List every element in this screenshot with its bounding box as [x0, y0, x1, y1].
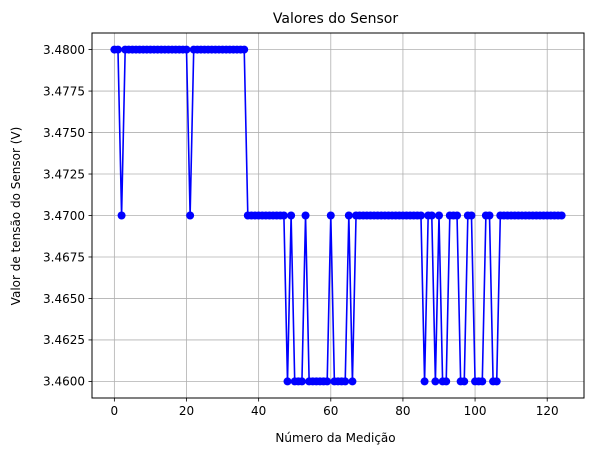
data-point: [420, 377, 429, 386]
data-series: [110, 45, 566, 386]
x-axis-label: Número da Medição: [275, 431, 395, 445]
x-tick-label: 80: [395, 404, 410, 418]
data-point: [283, 377, 292, 386]
data-point: [113, 45, 122, 54]
y-tick-label: 3.4800: [43, 43, 85, 57]
data-point: [182, 45, 191, 54]
data-point: [287, 211, 296, 220]
y-tick-label: 3.4625: [43, 333, 85, 347]
data-point: [323, 377, 332, 386]
data-point: [431, 377, 440, 386]
data-point: [344, 211, 353, 220]
y-tick-label: 3.4725: [43, 167, 85, 181]
data-point: [453, 211, 462, 220]
data-point: [485, 211, 494, 220]
data-point: [117, 211, 126, 220]
y-tick-label: 3.4600: [43, 375, 85, 389]
y-tick-label: 3.4775: [43, 84, 85, 98]
y-tick-label: 3.4675: [43, 250, 85, 264]
y-axis-label: Valor de tensão do Sensor (V): [9, 127, 23, 306]
x-tick-label: 40: [251, 404, 266, 418]
data-point: [460, 377, 469, 386]
data-point: [326, 211, 335, 220]
data-point: [348, 377, 357, 386]
y-tick-label: 3.4750: [43, 126, 85, 140]
x-tick-label: 60: [323, 404, 338, 418]
axis-ticks: 0 20 40 60 80 100 120 3.4600 3.4625 3.4650 3.4675 3…: [43, 43, 559, 418]
data-point: [301, 211, 310, 220]
data-point: [416, 211, 425, 220]
data-point: [186, 211, 195, 220]
data-point: [557, 211, 566, 220]
x-tick-label: 100: [464, 404, 487, 418]
data-point: [279, 211, 288, 220]
x-tick-label: 20: [179, 404, 194, 418]
data-point: [442, 377, 451, 386]
data-point: [427, 211, 436, 220]
data-point: [435, 211, 443, 220]
data-point: [341, 377, 350, 386]
data-point: [297, 377, 306, 386]
data-point: [492, 377, 501, 386]
x-tick-label: 0: [111, 404, 119, 418]
data-point: [240, 45, 249, 54]
y-tick-label: 3.4650: [43, 292, 85, 306]
x-tick-label: 120: [536, 404, 559, 418]
data-point: [478, 377, 487, 386]
y-tick-label: 3.4700: [43, 209, 85, 223]
chart-title: Valores do Sensor: [273, 11, 398, 27]
data-point: [467, 211, 476, 220]
